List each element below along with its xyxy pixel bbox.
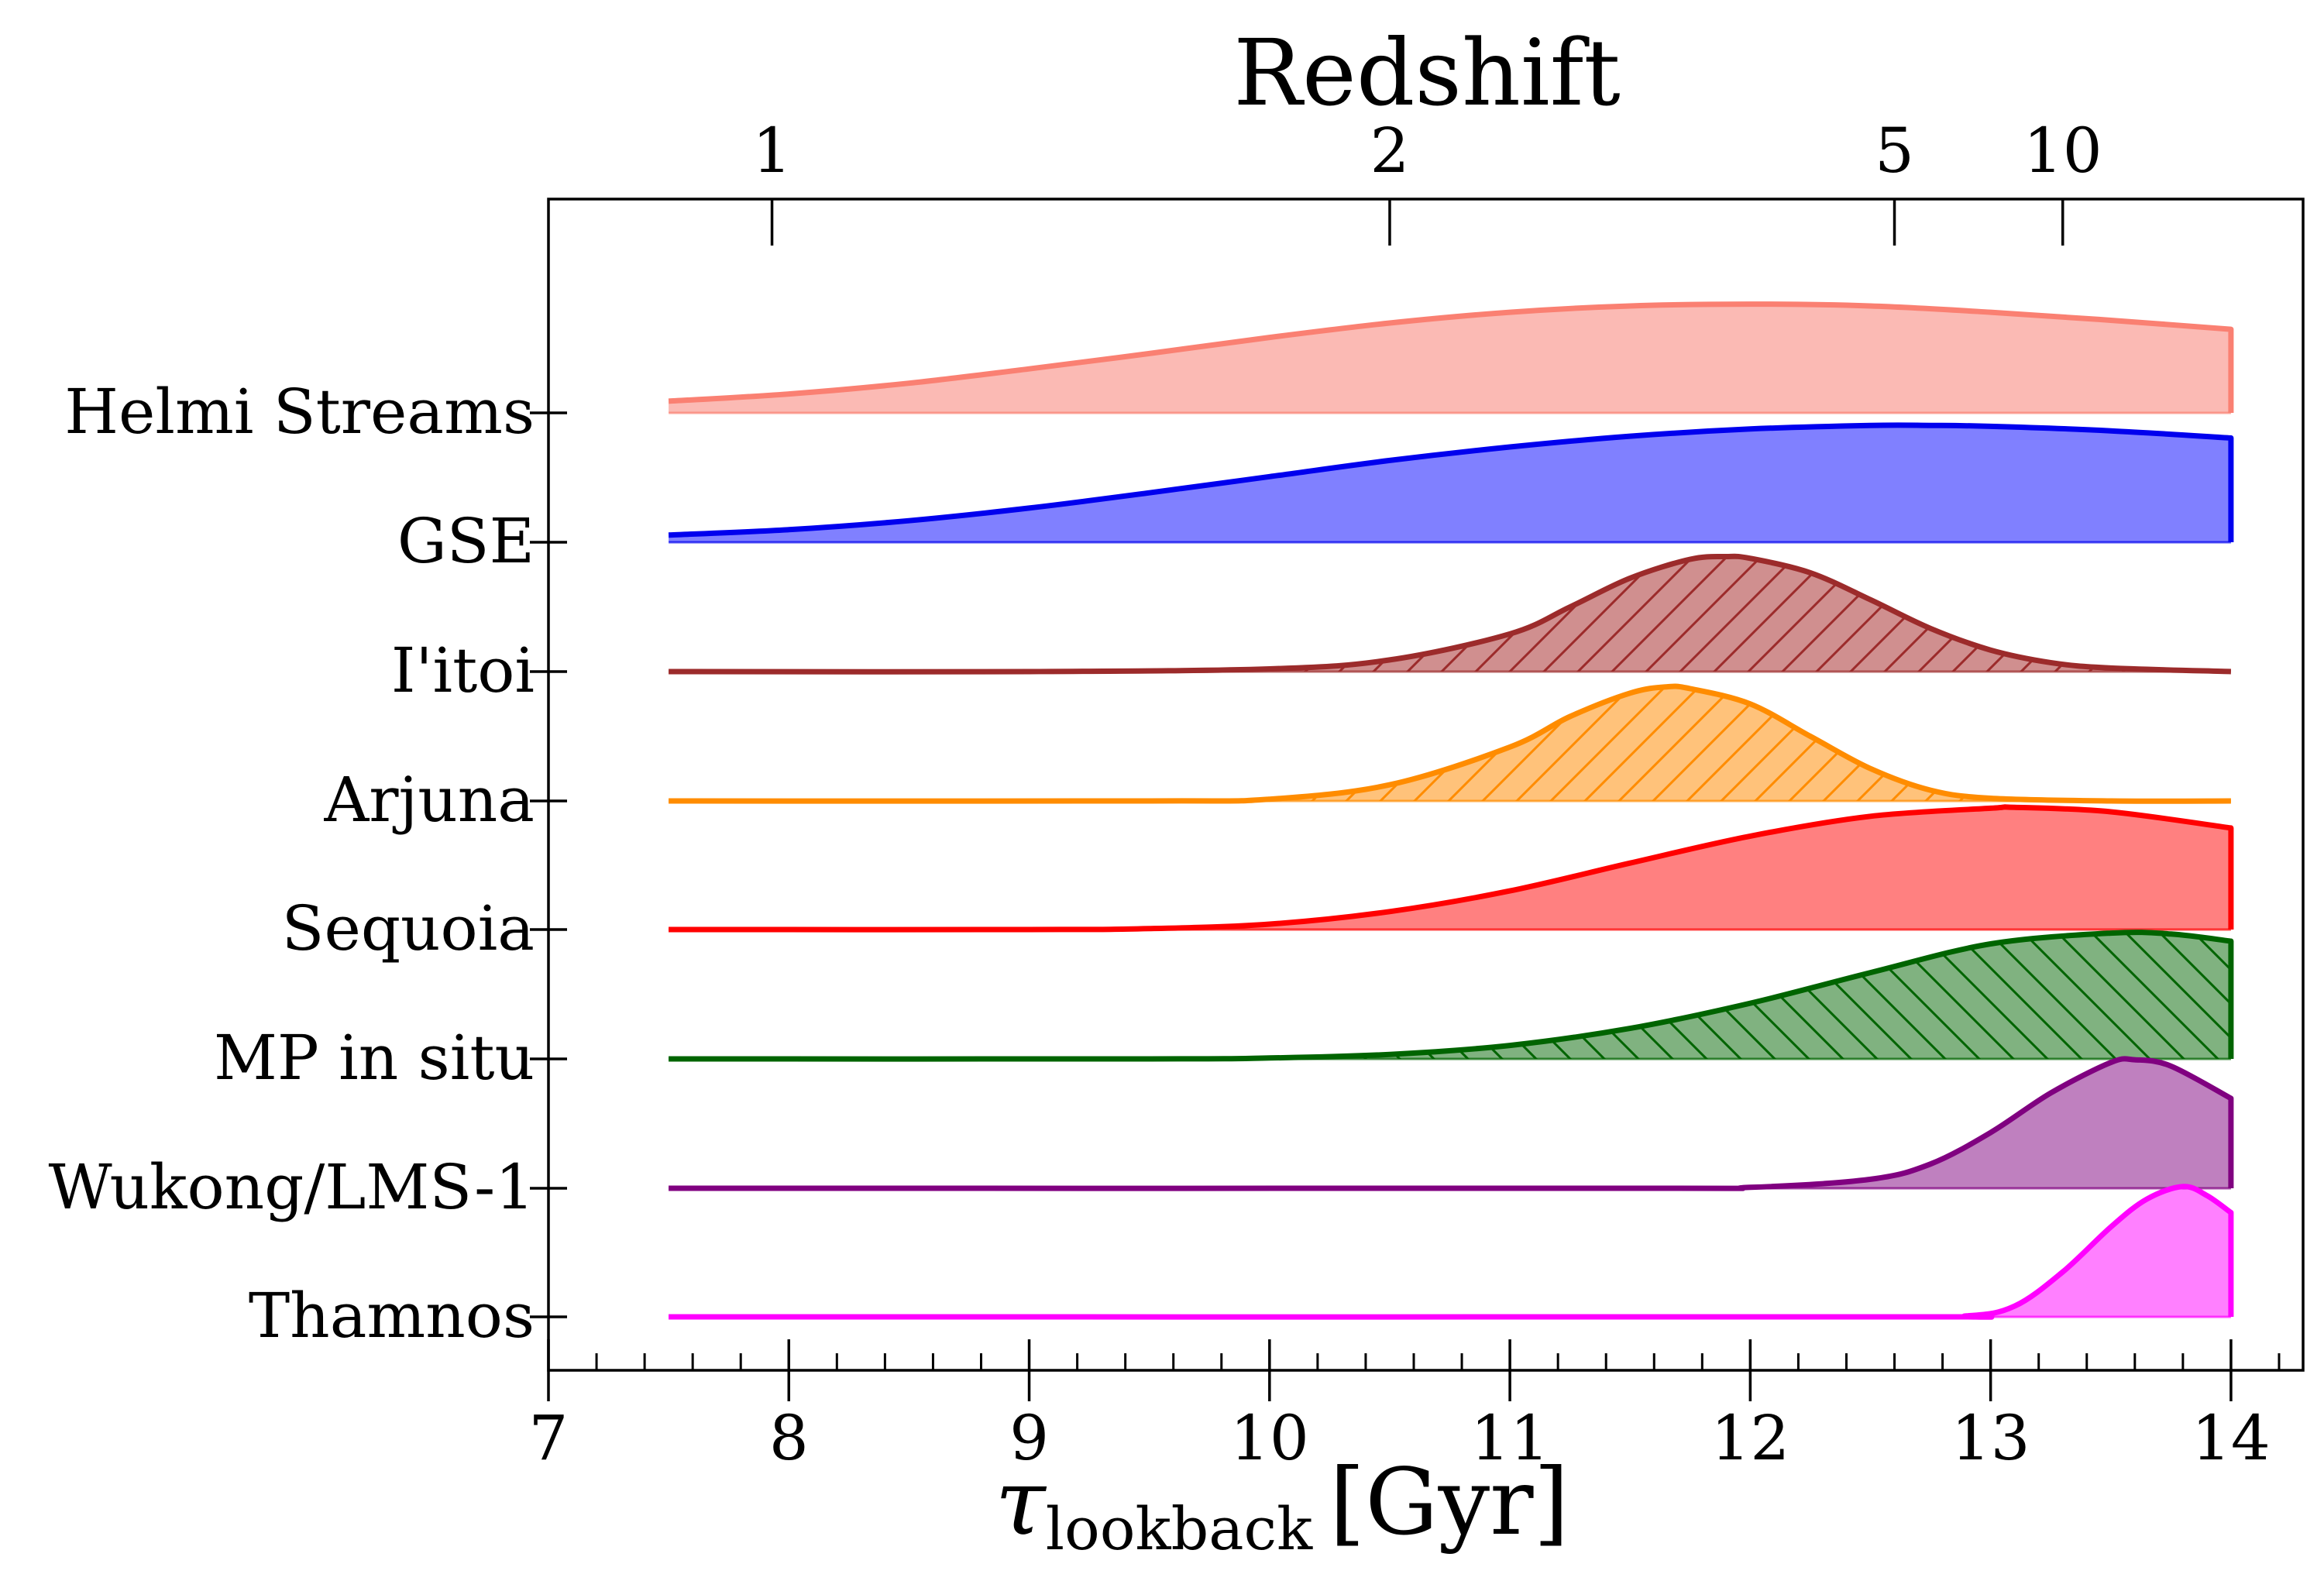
series-lines bbox=[668, 301, 2234, 1320]
x-tick-label: 11 bbox=[1470, 1402, 1549, 1474]
top-tick-label: 1 bbox=[752, 115, 792, 187]
top-tick-label: 10 bbox=[2023, 115, 2102, 187]
line-arjuna bbox=[669, 683, 2231, 804]
x-tick-label: 7 bbox=[529, 1402, 569, 1474]
area-helmi-streams bbox=[669, 304, 2231, 413]
ylabel-arjuna: Arjuna bbox=[323, 764, 535, 836]
x-axis-label: τlookback [Gyr] bbox=[995, 1449, 1569, 1563]
x-tick-label: 14 bbox=[2192, 1402, 2271, 1474]
x-axis-label-unit: [Gyr] bbox=[1329, 1449, 1569, 1555]
ylabel-gse: GSE bbox=[397, 505, 535, 577]
top-axis: 1 2 5 10 bbox=[752, 115, 2102, 246]
ylabel-helmi-streams: Helmi Streams bbox=[64, 376, 535, 448]
ylabel-wukong-lms-1: Wukong/LMS-1 bbox=[48, 1151, 535, 1223]
area-gse bbox=[669, 424, 2231, 542]
top-tick-label: 5 bbox=[1875, 115, 1914, 187]
line-wukong-lms-1 bbox=[669, 1056, 2234, 1191]
area-sequoia bbox=[669, 806, 2231, 930]
ylabel-mp-in-situ: MP in situ bbox=[214, 1022, 535, 1094]
hatch-arjuna bbox=[669, 686, 2231, 802]
line-i-itoi bbox=[669, 553, 2232, 675]
x-tick-label: 9 bbox=[1009, 1402, 1049, 1474]
x-axis-label-subscript: lookback bbox=[1046, 1494, 1313, 1563]
hatch-i-itoi bbox=[669, 556, 2231, 672]
line-mp-in-situ bbox=[669, 930, 2234, 1062]
ylabel-thamnos: Thamnos bbox=[249, 1280, 535, 1352]
line-helmi-streams bbox=[668, 301, 2234, 413]
line-thamnos bbox=[669, 1184, 2234, 1320]
y-axis: Helmi Streams GSE I'itoi Arjuna Sequoia MP in… bbox=[48, 376, 567, 1352]
area-thamnos bbox=[669, 1186, 2231, 1318]
top-tick-label: 2 bbox=[1370, 115, 1410, 187]
x-axis: 7 8 9 10 11 12 13 14 bbox=[529, 1339, 2281, 1474]
top-axis-title: Redshift bbox=[1233, 19, 1621, 126]
ylabel-sequoia: Sequoia bbox=[282, 892, 535, 964]
hatch-mp-in-situ bbox=[669, 932, 2231, 1060]
x-tick-label: 8 bbox=[769, 1402, 809, 1474]
x-tick-label: 13 bbox=[1951, 1402, 2030, 1474]
plot-frame bbox=[547, 198, 2305, 1372]
series-fills bbox=[669, 304, 2231, 1318]
x-axis-label-symbol: τ bbox=[995, 1449, 1047, 1555]
x-tick-label: 12 bbox=[1710, 1402, 1789, 1474]
x-tick-label: 10 bbox=[1230, 1402, 1309, 1474]
area-wukong-lms-1 bbox=[669, 1058, 2231, 1189]
line-gse bbox=[668, 422, 2234, 542]
ylabel-i-itoi: I'itoi bbox=[391, 634, 535, 706]
line-sequoia bbox=[669, 804, 2234, 933]
